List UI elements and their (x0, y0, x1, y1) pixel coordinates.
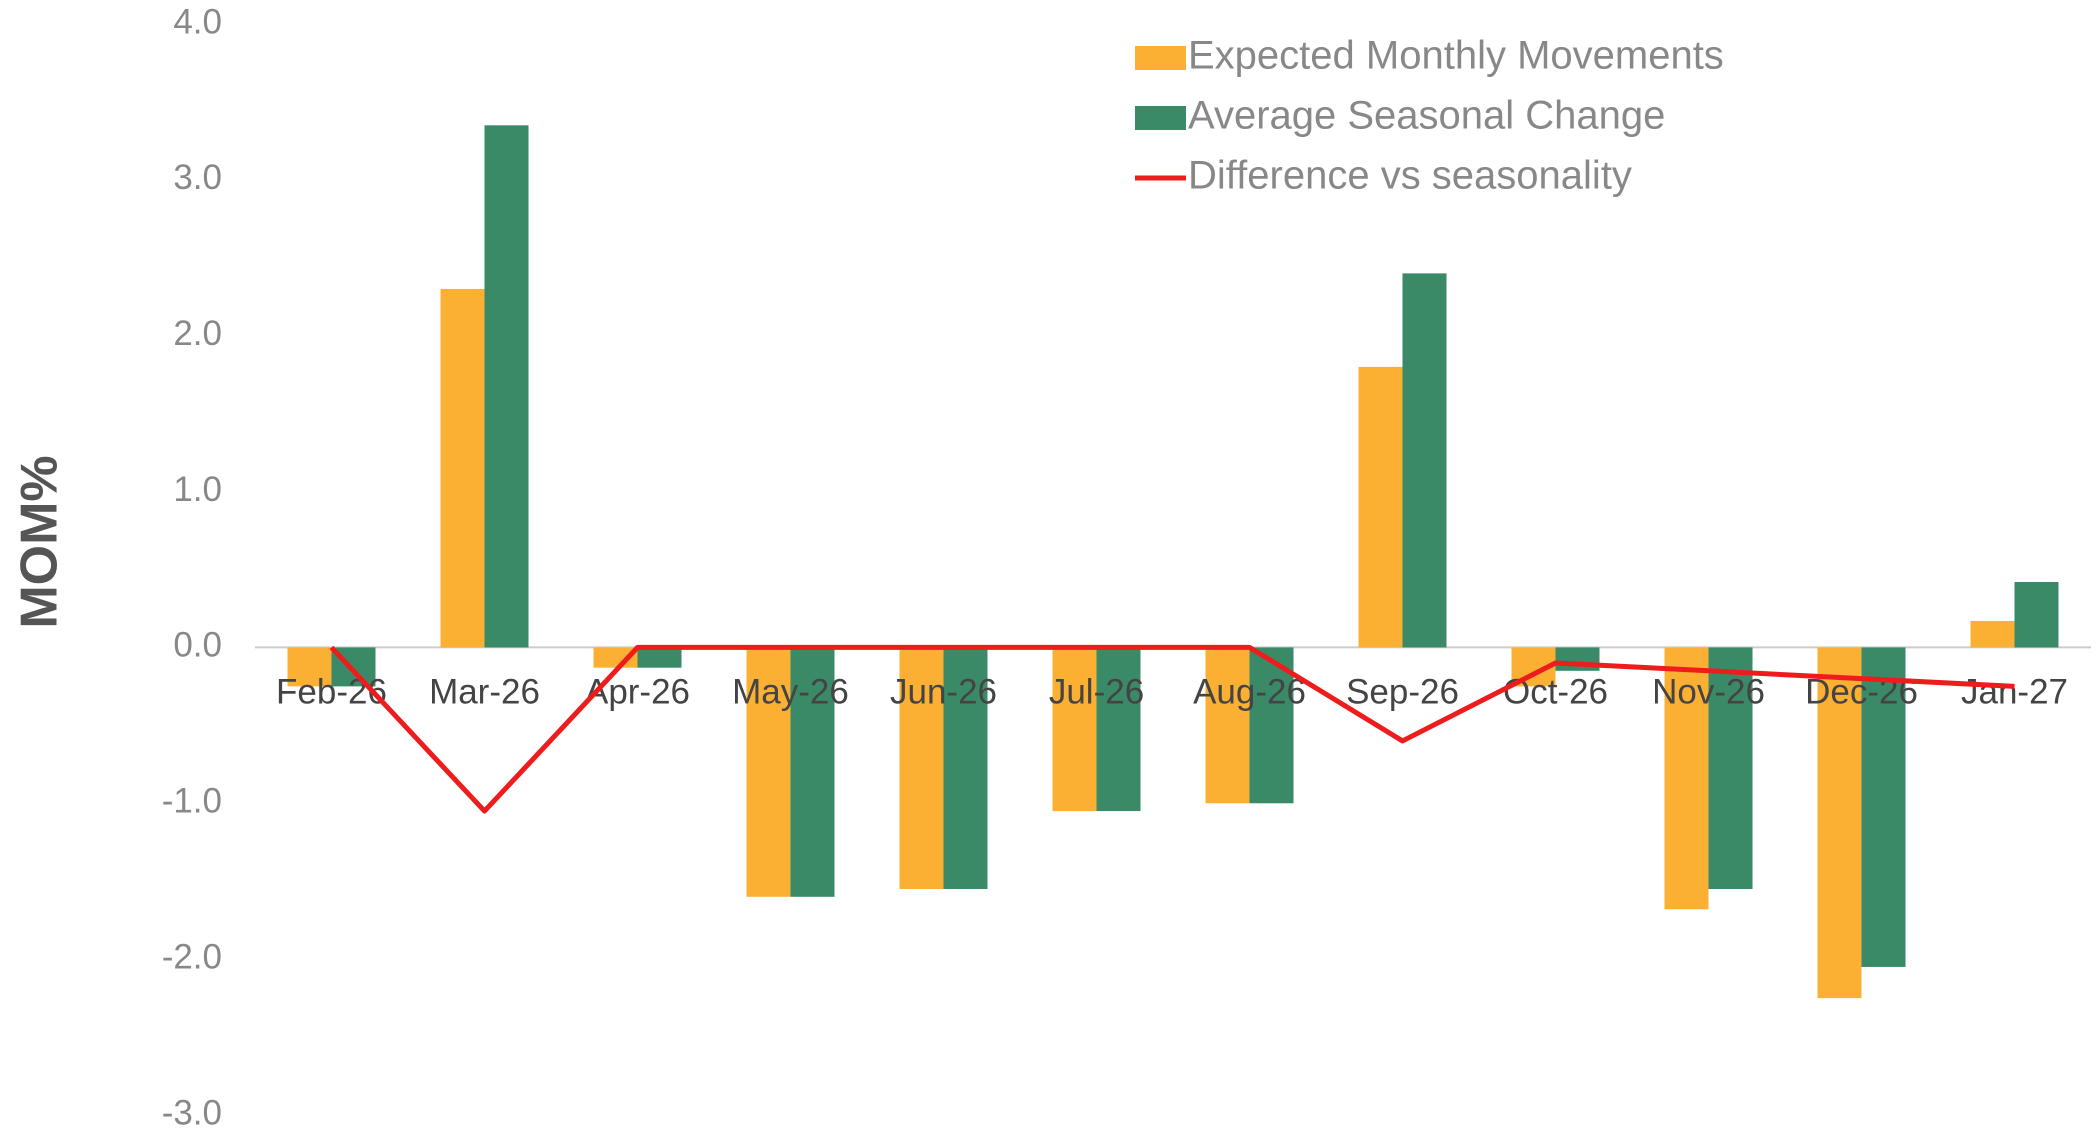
y-tick-label: 0.0 (173, 626, 222, 665)
bar (440, 288, 485, 648)
y-tick-label: -2.0 (162, 937, 222, 976)
bar (790, 647, 835, 897)
y-tick-label: -3.0 (162, 1093, 222, 1132)
x-tick-label: Nov-26 (1652, 673, 1765, 712)
legend-label: Difference vs seasonality (1188, 154, 1632, 198)
legend-label: Expected Monthly Movements (1188, 34, 1724, 78)
x-tick-label: Apr-26 (585, 673, 690, 712)
bar (1249, 647, 1294, 804)
bar (637, 647, 682, 668)
x-tick-label: Feb-26 (276, 673, 387, 712)
bar (943, 647, 988, 890)
x-tick-label: May-26 (732, 673, 849, 712)
x-tick-label: Aug-26 (1193, 673, 1306, 712)
bar (2014, 581, 2059, 648)
x-tick-label: Sep-26 (1346, 673, 1459, 712)
bar (1052, 647, 1097, 812)
x-tick-label: Mar-26 (429, 673, 540, 712)
bar (1708, 647, 1753, 890)
y-tick-label: -1.0 (162, 782, 222, 821)
bar (484, 125, 529, 648)
bar (1664, 647, 1709, 910)
legend-label: Average Seasonal Change (1188, 94, 1665, 138)
legend-swatch (1135, 106, 1186, 130)
bar (899, 647, 944, 890)
x-tick-label: Jul-26 (1049, 673, 1144, 712)
bar (1817, 647, 1862, 999)
bar (746, 647, 791, 897)
y-axis-title: MOM% (11, 455, 69, 628)
bar (1205, 647, 1250, 804)
bar (1970, 620, 2015, 648)
x-tick-label: Jan-27 (1961, 673, 2068, 712)
bar (287, 647, 332, 687)
bar (1402, 273, 1447, 648)
bar (1358, 366, 1403, 648)
x-tick-label: Jun-26 (890, 673, 997, 712)
y-tick-label: 1.0 (173, 470, 222, 509)
y-tick-label: 4.0 (173, 2, 222, 41)
x-tick-label: Oct-26 (1503, 673, 1608, 712)
bar (1861, 647, 1906, 967)
y-tick-label: 2.0 (173, 314, 222, 353)
line (329, 644, 2015, 814)
bar (1096, 647, 1141, 812)
y-tick-label: 3.0 (173, 158, 222, 197)
legend-swatch (1135, 46, 1186, 70)
